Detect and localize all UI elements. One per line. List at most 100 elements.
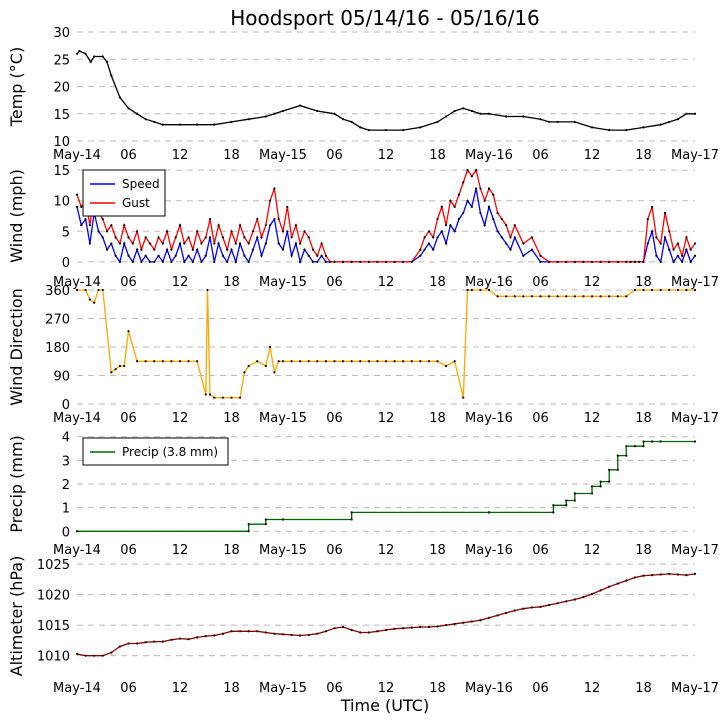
precip-series-0-point	[552, 511, 555, 514]
wind-series-0-point	[320, 254, 323, 257]
wind-x-tick-label: 18	[223, 275, 240, 290]
altimeter-series-0-point	[299, 634, 302, 637]
panel-direction: 0 90 180 270 360 May-14 06 12 18 May-15 06 12 18 May-…	[7, 284, 719, 426]
precip-x-tick-label: 12	[172, 543, 189, 558]
direction-series-0-point	[376, 360, 379, 363]
direction-series-0-point	[101, 288, 104, 292]
direction-series-0-point	[676, 288, 679, 292]
direction-series-0-point	[170, 360, 173, 363]
altimeter-series-0-point	[513, 609, 516, 612]
direction-series-0-point	[281, 360, 285, 363]
precip-legend: Precip (3.8 mm)	[82, 437, 229, 466]
direction-series-0-point	[496, 295, 499, 298]
wind-x-tick-label: 18	[635, 275, 652, 290]
wind-series-1-point	[462, 181, 465, 184]
direction-series-0-point	[135, 360, 139, 363]
precip-series-0-point	[608, 468, 611, 471]
precip-x-tick-label: 06	[326, 543, 343, 558]
wind-series-0-point	[462, 211, 465, 215]
wind-series-1-point	[505, 224, 508, 227]
altimeter-series-0-point	[479, 619, 482, 622]
temp-series-0-point	[668, 120, 671, 124]
wind-series-1-point	[432, 236, 435, 239]
wind-series-0-point	[303, 248, 306, 251]
wind-series-1-point	[75, 193, 79, 196]
wind-series-1-point	[681, 254, 684, 257]
wind-series-1-point	[384, 260, 388, 263]
wind-series-1-point	[479, 187, 482, 190]
altimeter-x-tick-label: 06	[120, 681, 137, 696]
altimeter-series-0-point	[427, 625, 431, 629]
direction-x-tick-label: 06	[532, 411, 549, 426]
wind-series-1-point	[148, 242, 152, 245]
wind-series-0-point	[213, 260, 216, 263]
altimeter-x-tick-label: 18	[635, 681, 652, 696]
precip-series-0-point	[281, 518, 285, 521]
wind-series-0-point	[161, 260, 164, 263]
precip-series-0-point	[75, 530, 79, 533]
wind-series-1-point	[127, 236, 130, 239]
precip-series-0-point	[573, 492, 576, 495]
direction-series-0-point	[659, 288, 662, 292]
wind-series-1-point	[243, 236, 246, 239]
wind-series-1-point	[655, 236, 658, 239]
wind-series-1-point	[650, 205, 654, 208]
altimeter-series-0-point	[462, 621, 465, 624]
wind-y-axis-label: Wind (mph)	[7, 169, 26, 263]
wind-series-1-point	[170, 248, 173, 251]
direction-series-0-point	[316, 360, 319, 363]
panel-temp: 10 15 20 25 30 May-14 06 12 18 May-15 06 12 18 May-16…	[7, 26, 719, 163]
wind-series-1-point	[492, 193, 495, 196]
wind-series-1-point	[470, 175, 473, 178]
wind-series-1-point	[359, 260, 362, 263]
wind-series-1-point	[672, 248, 675, 251]
precip-y-tick-label: 3	[62, 454, 70, 469]
wind-series-1-point	[191, 248, 194, 251]
wind-series-0-point	[75, 205, 79, 208]
wind-series-1-point	[178, 224, 182, 227]
direction-series-0-point	[359, 360, 362, 363]
wind-series-1-point	[234, 242, 237, 245]
direction-x-tick-label: 12	[172, 411, 189, 426]
wind-series-0-point	[689, 260, 692, 263]
temp-series-0-point	[247, 118, 250, 121]
wind-series-1-point	[187, 236, 190, 239]
direction-x-tick-label: 12	[378, 411, 395, 426]
altimeter-x-tick-label: May-14	[53, 681, 101, 696]
direction-x-tick-label: May-15	[259, 411, 307, 426]
precip-series-0-point	[642, 445, 645, 448]
altimeter-series-0-point	[547, 603, 551, 607]
direction-series-0-point	[466, 288, 469, 292]
precip-series-0-point	[247, 530, 250, 533]
precip-x-tick-label: 12	[584, 543, 601, 558]
wind-series-0-point	[251, 248, 255, 251]
altimeter-series-0-point	[599, 589, 602, 592]
altimeter-series-0-point	[419, 625, 422, 629]
wind-series-0-point	[475, 187, 478, 190]
altimeter-series-0-point	[444, 624, 448, 627]
altimeter-series-0-point	[127, 642, 130, 645]
wind-series-1-point	[277, 217, 280, 221]
temp-series-0-point	[153, 120, 156, 124]
wind-series-1-point	[123, 224, 126, 227]
wind-series-1-point	[174, 236, 177, 239]
direction-series-0-point	[118, 364, 122, 368]
temp-series-0-point	[78, 49, 81, 53]
temp-series-0-point	[590, 126, 594, 129]
wind-series-0-point	[247, 260, 250, 263]
wind-series-0-point	[290, 254, 293, 257]
direction-y-tick-label: 180	[45, 341, 70, 356]
wind-series-1-point	[453, 205, 456, 208]
wind-series-0-point	[110, 242, 113, 245]
direction-series-0-point	[444, 364, 448, 368]
altimeter-series-0-point	[264, 631, 267, 634]
direction-series-0-point	[470, 288, 473, 292]
wind-series-1-point	[183, 242, 186, 245]
altimeter-x-tick-label: 12	[378, 681, 395, 696]
temp-series-0-point	[659, 123, 662, 126]
wind-series-1-point	[513, 224, 516, 227]
wind-series-1-point	[522, 242, 525, 245]
precip-y-axis-label: Precip (mm)	[7, 435, 26, 533]
direction-series-0-point	[187, 360, 190, 363]
